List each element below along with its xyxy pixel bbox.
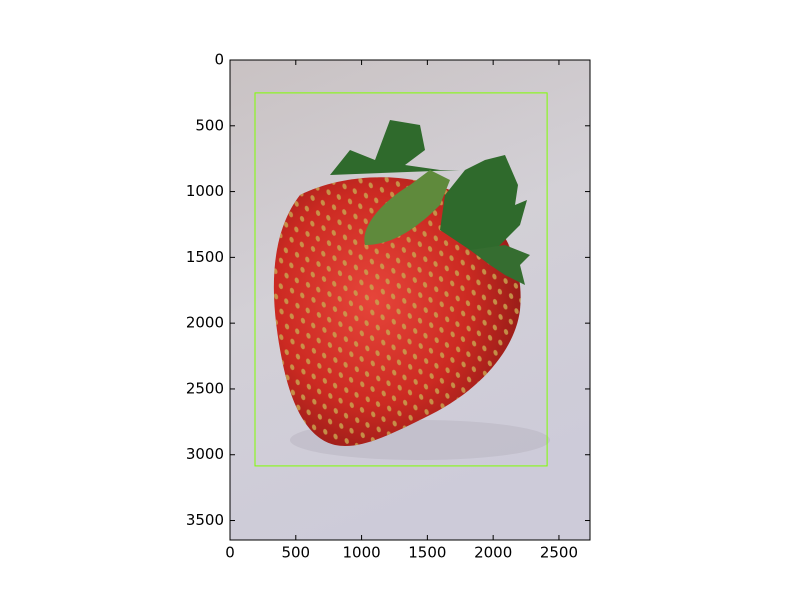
y-tick-label: 1000 <box>186 182 224 200</box>
x-tick-label: 0 <box>225 544 235 562</box>
y-tick-label: 3500 <box>186 511 224 529</box>
y-tick-label: 1500 <box>186 248 224 266</box>
axes-frame <box>229 59 591 541</box>
y-tick-label: 0 <box>214 51 224 69</box>
y-tick-label: 3000 <box>186 445 224 463</box>
x-tick-label: 1500 <box>408 544 446 562</box>
y-tick-label: 500 <box>195 116 224 134</box>
y-tick-label: 2500 <box>186 379 224 397</box>
x-tick-label: 1000 <box>342 544 380 562</box>
bounding-box <box>254 92 548 467</box>
y-tick-label: 2000 <box>186 314 224 332</box>
x-tick-label: 2000 <box>474 544 512 562</box>
x-tick-label: 2500 <box>540 544 578 562</box>
x-tick-label: 500 <box>281 544 310 562</box>
photo <box>230 60 590 540</box>
